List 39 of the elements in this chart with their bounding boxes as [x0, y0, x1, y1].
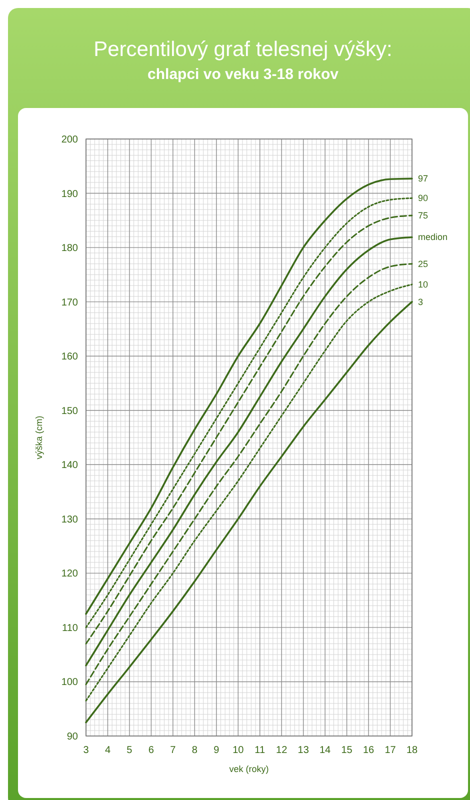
y-tick-label: 90: [66, 732, 78, 742]
y-tick-label: 190: [61, 188, 78, 200]
y-tick-label: 160: [61, 352, 78, 363]
x-tick-label: 16: [362, 745, 375, 756]
series-label: 75: [418, 210, 428, 221]
y-tick-label: 100: [61, 677, 78, 688]
x-tick-label: 8: [192, 745, 198, 756]
series-label: medion: [418, 232, 448, 242]
y-tick-label: 140: [61, 460, 78, 472]
x-tick-label: 6: [148, 745, 154, 756]
y-tick-label: 170: [61, 297, 78, 308]
y-tick-label: 180: [61, 243, 78, 254]
chart-title: Percentilový graf telesnej výšky:: [94, 38, 392, 61]
x-axis-title: vek (roky): [229, 764, 269, 774]
y-tick-label: 110: [62, 622, 78, 634]
x-tick-label: 4: [104, 745, 111, 756]
x-tick-label: 17: [384, 745, 396, 756]
x-tick-label: 10: [232, 745, 244, 756]
x-tick-label: 18: [406, 745, 418, 756]
y-tick-label: 130: [61, 514, 78, 526]
x-tick-label: 7: [170, 745, 176, 756]
x-tick-label: 5: [126, 745, 133, 756]
y-tick-label: 120: [61, 568, 78, 580]
x-tick-label: 14: [320, 745, 332, 756]
chart-subtitle: chlapci vo veku 3-18 rokov: [148, 66, 340, 83]
series-label: 97: [418, 174, 428, 184]
x-tick-label: 3: [83, 745, 90, 756]
series-label: 90: [418, 193, 428, 204]
x-tick-label: 11: [254, 745, 266, 756]
series-label: 10: [418, 279, 428, 290]
series-label: 3: [418, 296, 424, 307]
y-axis-title: výška (cm): [34, 416, 44, 460]
x-tick-label: 12: [276, 745, 288, 756]
y-tick-label: 150: [61, 406, 78, 417]
x-tick-label: 13: [298, 745, 310, 756]
x-tick-label: 15: [341, 745, 353, 756]
series-label: 25: [418, 258, 428, 269]
x-tick-label: 9: [214, 745, 220, 756]
y-tick-label: 200: [61, 134, 78, 146]
